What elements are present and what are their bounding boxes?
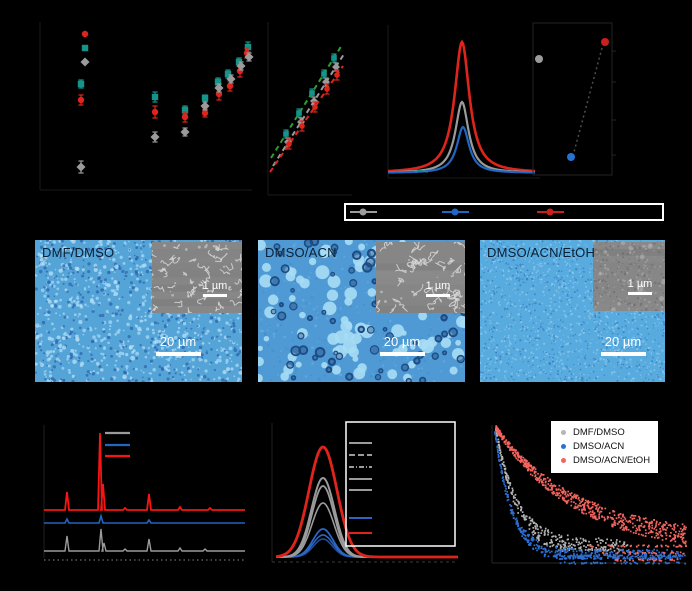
micrograph-dmso-acn: DMSO/ACN 20 µm 1 µm bbox=[258, 240, 465, 382]
inset-scale-line bbox=[203, 294, 227, 297]
inset-scale-line bbox=[426, 294, 450, 297]
legend-label: DMSO/ACN bbox=[573, 440, 625, 452]
scale-bar-line bbox=[600, 352, 646, 356]
legend-label: DMF/DMSO bbox=[573, 426, 625, 438]
sem-inset-texture bbox=[593, 242, 665, 311]
scale-bar-20um: 20 µm bbox=[153, 334, 203, 356]
inset-scale-text: 1 µm bbox=[202, 280, 228, 292]
scale-bar-text: 20 µm bbox=[159, 334, 197, 349]
scale-bar-line bbox=[379, 352, 425, 356]
inset-scale-bar: 1 µm bbox=[195, 280, 235, 297]
legend-row: DMSO/ACN bbox=[561, 439, 658, 453]
scale-bar-20um: 20 µm bbox=[598, 334, 648, 356]
scale-bar-text: 20 µm bbox=[383, 334, 421, 349]
legend-marker-dmso-acn bbox=[561, 443, 566, 449]
inset-scale-bar: 1 µm bbox=[418, 280, 458, 297]
scale-bar-line bbox=[155, 352, 201, 356]
inset-scale-text: 1 µm bbox=[425, 280, 451, 292]
micrograph-label: DMSO/ACN bbox=[265, 245, 337, 260]
legend-label: DMSO/ACN/EtOH bbox=[573, 454, 651, 466]
sem-inset: 1 µm bbox=[376, 242, 465, 313]
micrograph-dmso-acn-etoh: DMSO/ACN/EtOH 20 µm 1 µm bbox=[480, 240, 665, 382]
sem-inset: 1 µm bbox=[152, 242, 242, 313]
sem-inset-texture bbox=[152, 242, 242, 313]
scale-bar-text: 20 µm bbox=[604, 334, 642, 349]
inset-scale-line bbox=[628, 292, 652, 295]
micrograph-label: DMF/DMSO bbox=[42, 245, 115, 260]
panel-i-legend: DMF/DMSO DMSO/ACN DMSO/ACN/EtOH bbox=[551, 421, 658, 473]
micrograph-dmf-dmso: DMF/DMSO 20 µm 1 µm bbox=[35, 240, 242, 382]
scale-bar-20um: 20 µm bbox=[377, 334, 427, 356]
sem-inset-texture bbox=[376, 242, 465, 313]
legend-row: DMF/DMSO bbox=[561, 425, 658, 439]
legend-row: DMSO/ACN/EtOH bbox=[561, 453, 658, 467]
sem-inset: 1 µm bbox=[593, 242, 665, 311]
inset-scale-text: 1 µm bbox=[627, 278, 653, 290]
legend-marker-dmso-acn-etoh bbox=[561, 457, 566, 463]
legend-marker-dmf-dmso bbox=[561, 429, 566, 435]
inset-scale-bar: 1 µm bbox=[620, 278, 660, 295]
micrograph-label: DMSO/ACN/EtOH bbox=[487, 245, 596, 260]
